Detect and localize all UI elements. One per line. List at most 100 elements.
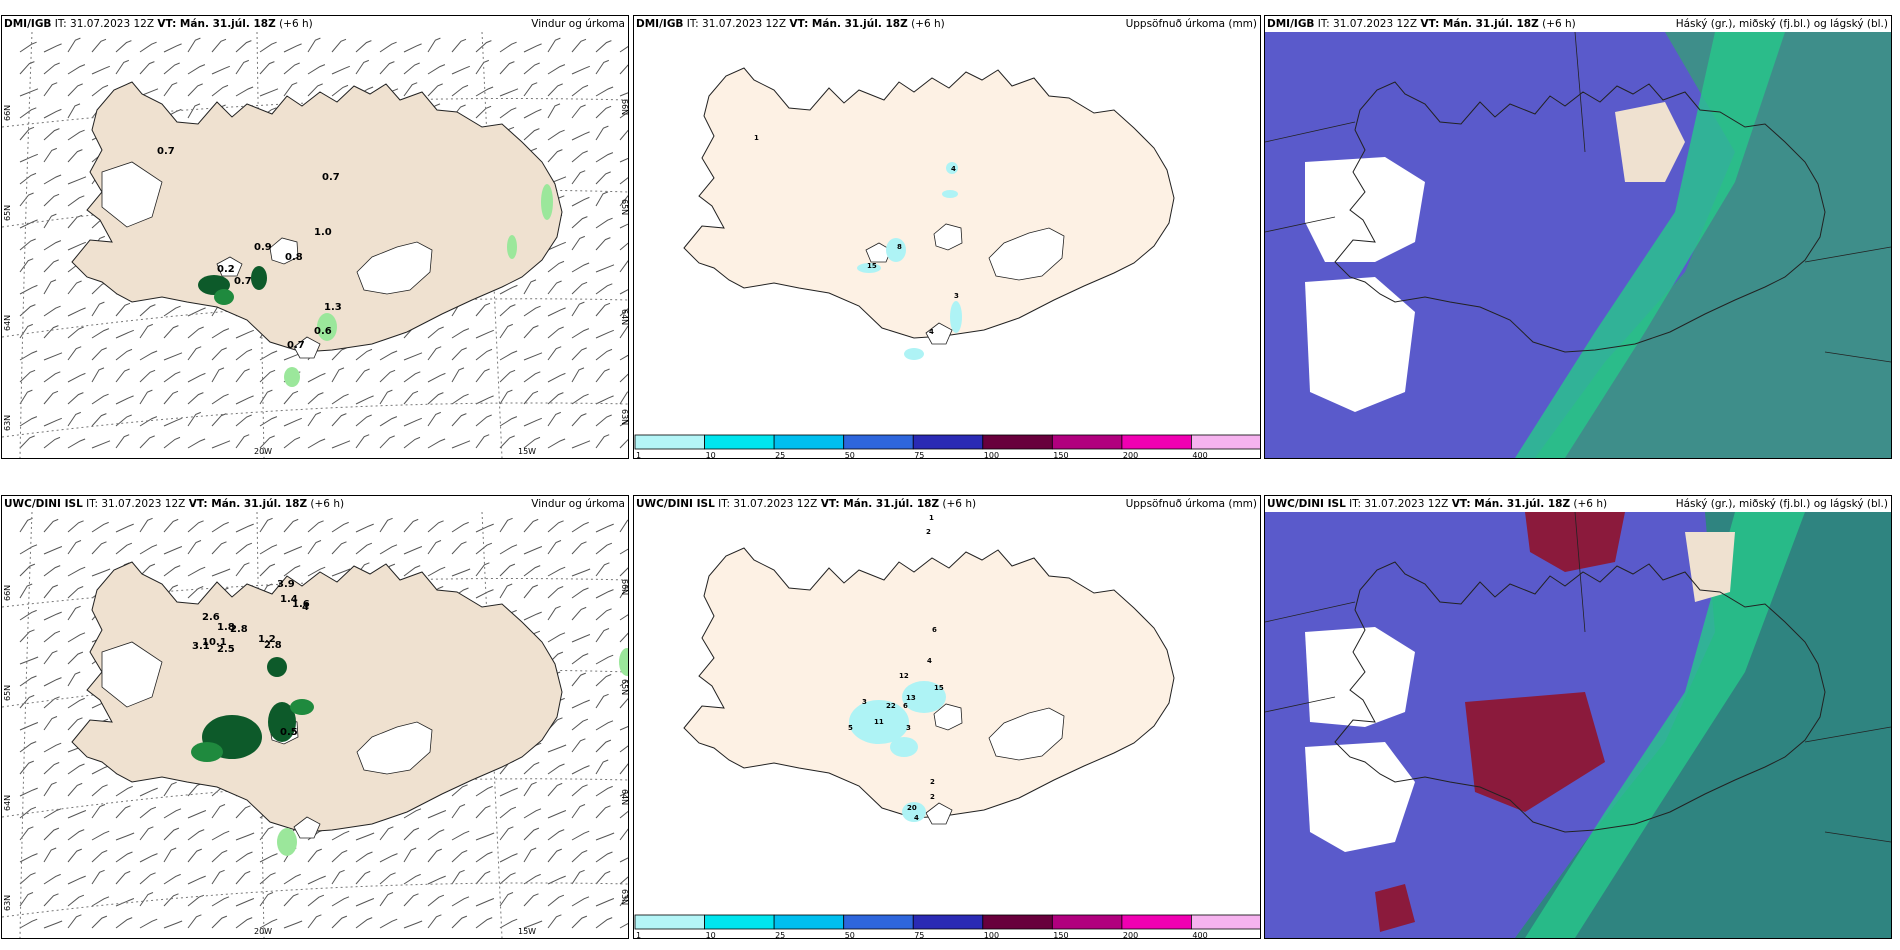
wind-barb bbox=[571, 235, 585, 251]
wind-barb bbox=[379, 389, 393, 405]
wind-barb bbox=[19, 806, 37, 819]
wind-barb bbox=[19, 609, 37, 621]
wind-barb bbox=[43, 352, 63, 361]
wind-barb bbox=[547, 392, 564, 405]
wind-barb bbox=[499, 304, 516, 317]
panel-uwc-wind: UWC/DINI ISL IT: 31.07.2023 12Z VT: Mán.… bbox=[1, 495, 629, 939]
latitude-label: 66N bbox=[3, 585, 12, 601]
wind-barb bbox=[547, 875, 566, 885]
wind-barb bbox=[547, 586, 564, 599]
wind-barb bbox=[355, 40, 372, 53]
wind-barb bbox=[19, 416, 38, 427]
wind-barb bbox=[67, 129, 85, 141]
precip-value-label: 0.8 bbox=[285, 252, 303, 263]
wind-barb bbox=[619, 893, 628, 907]
precip-value-label: 4 bbox=[302, 602, 309, 613]
wind-barb bbox=[403, 808, 422, 819]
wind-barb bbox=[403, 565, 421, 577]
wind-barb bbox=[139, 544, 158, 555]
wind-barb bbox=[67, 64, 86, 75]
wind-barb bbox=[331, 393, 349, 405]
wind-barb bbox=[619, 308, 628, 317]
wind-barb bbox=[499, 61, 515, 75]
colorbar-bin bbox=[634, 434, 705, 450]
wind-barb bbox=[499, 88, 519, 97]
wind-barb bbox=[547, 894, 565, 907]
wind-barb bbox=[211, 84, 229, 97]
accum-areas bbox=[849, 681, 946, 822]
wind-barb bbox=[547, 520, 564, 533]
wind-barb bbox=[331, 84, 349, 97]
wind-barb bbox=[619, 177, 628, 185]
map-accum-precip: 1 4 8 15 3 4 bbox=[683, 67, 1175, 360]
wind-barb bbox=[451, 896, 470, 907]
wind-barb bbox=[43, 808, 62, 819]
wind-barb bbox=[331, 541, 347, 555]
lat-labels: 66N 66N 65N 65N 64N 64N 63N 63N bbox=[3, 99, 628, 431]
colorbar-bin bbox=[982, 914, 1053, 930]
wind-barb bbox=[451, 367, 465, 383]
wind-barb bbox=[475, 898, 495, 907]
wind-barb bbox=[43, 305, 61, 317]
precip-value-label: 0.5 bbox=[280, 727, 298, 738]
wind-barb bbox=[499, 872, 516, 885]
cloud-low-band bbox=[1525, 512, 1805, 938]
wind-barb bbox=[67, 829, 85, 841]
latitude-label: 65N bbox=[620, 199, 628, 215]
wind-barb bbox=[475, 851, 493, 863]
wind-barb bbox=[43, 677, 62, 687]
wind-barb bbox=[595, 628, 610, 643]
wind-barb bbox=[499, 416, 518, 427]
wind-barb bbox=[355, 832, 375, 841]
wind-barb bbox=[139, 918, 158, 929]
wind-barb bbox=[43, 742, 62, 753]
wind-barb bbox=[19, 517, 33, 533]
lead-time: (+6 h) bbox=[1570, 498, 1608, 510]
accum-value-label: 15 bbox=[934, 684, 944, 692]
wind-barb bbox=[187, 810, 207, 819]
wind-barb bbox=[67, 392, 84, 405]
wind-barb bbox=[259, 853, 278, 863]
wind-barb bbox=[331, 347, 347, 361]
wind-barb bbox=[571, 541, 587, 555]
panel-dmi-accum: DMI/IGB IT: 31.07.2023 12Z VT: Mán. 31.j… bbox=[633, 15, 1261, 459]
wind-barb bbox=[91, 784, 108, 797]
wind-barb bbox=[235, 805, 251, 819]
wind-barb bbox=[19, 389, 33, 405]
wind-barb bbox=[43, 193, 60, 207]
wind-barb bbox=[499, 323, 513, 339]
colorbar: 1 10 25 50 75 100 150 200 400 bbox=[634, 914, 1260, 938]
wind-barb bbox=[211, 850, 228, 863]
wind-barb bbox=[451, 850, 468, 863]
wind-barb bbox=[163, 546, 183, 555]
init-time: IT: 31.07.2023 12Z bbox=[1345, 498, 1452, 510]
wind-barb bbox=[619, 922, 628, 929]
wind-barb bbox=[43, 611, 62, 621]
wind-barb bbox=[211, 393, 229, 405]
colorbar-bins bbox=[634, 434, 1260, 450]
wind-barb bbox=[403, 847, 417, 863]
wind-barb bbox=[283, 873, 301, 885]
wind-barb bbox=[163, 847, 177, 863]
wind-barb bbox=[259, 88, 279, 97]
wind-barb bbox=[67, 103, 81, 119]
iceland-land bbox=[71, 81, 563, 353]
cloud-high-sw bbox=[1375, 884, 1415, 932]
wind-barb bbox=[427, 83, 443, 97]
wind-barb bbox=[451, 915, 468, 929]
cloud-low-west bbox=[1305, 627, 1415, 727]
wind-barb bbox=[235, 898, 255, 907]
wind-barb bbox=[595, 832, 615, 841]
panel-variable: Háský (gr.), miðský (fj.bl.) og lágský (… bbox=[1675, 18, 1888, 30]
accum-value-label: 22 bbox=[886, 702, 896, 710]
wind-barb bbox=[67, 717, 83, 731]
wind-barb bbox=[187, 392, 204, 405]
wind-barb bbox=[451, 830, 470, 841]
wind-barb bbox=[475, 542, 493, 555]
colorbar-tick-label: 25 bbox=[775, 451, 785, 459]
wind-barb bbox=[19, 722, 39, 731]
wind-barb bbox=[619, 325, 628, 339]
wind-barb bbox=[571, 440, 591, 449]
wind-barb bbox=[403, 827, 420, 841]
wind-barb bbox=[475, 86, 494, 97]
